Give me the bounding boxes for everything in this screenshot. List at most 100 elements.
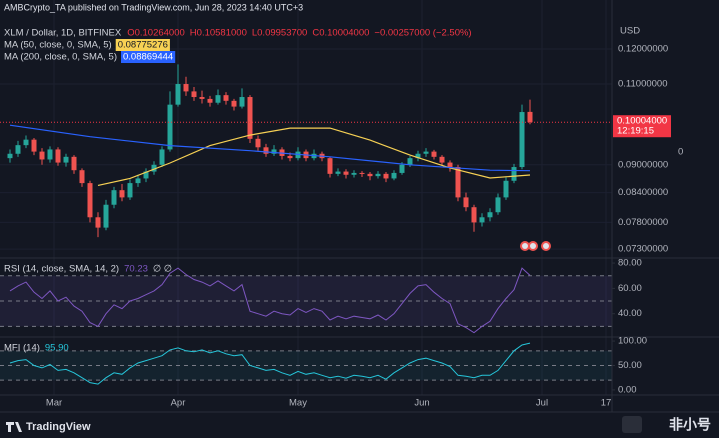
candle-body — [399, 164, 405, 173]
candle-body — [111, 190, 117, 205]
x-tick-label: May — [289, 398, 307, 409]
x-tick-label: Jun — [414, 398, 429, 409]
publish-note: AMBCrypto_TA published on TradingView.co… — [4, 2, 303, 12]
candle-body — [103, 204, 109, 228]
candle-body — [167, 104, 173, 150]
candle-body — [343, 171, 349, 175]
countdown: 12:19:15 — [617, 126, 654, 137]
y-tick-label: 100.00 — [618, 336, 647, 347]
legend-value: 70.23 — [124, 264, 148, 275]
legend-value-box — [121, 51, 176, 63]
moving-average — [9, 124, 531, 172]
candle-body — [159, 149, 165, 165]
candle-body — [431, 151, 437, 157]
candle-body — [199, 97, 205, 99]
plot — [0, 64, 612, 385]
candle-body — [415, 153, 421, 159]
legend-title: XLM / Dollar, 1D, BITFINEX — [4, 28, 122, 39]
candle-body — [183, 84, 189, 92]
candle-body — [367, 173, 373, 177]
y-tick-label: 0.07800000 — [618, 217, 668, 228]
x-tick-label: 17 — [601, 398, 612, 409]
candle-body — [143, 171, 149, 179]
candle-body — [151, 164, 157, 172]
candle-body — [39, 151, 45, 160]
candle-body — [495, 197, 501, 213]
candle-body — [391, 172, 397, 179]
candle-body — [87, 183, 93, 218]
candle-body — [407, 158, 413, 165]
candle-body — [119, 190, 125, 198]
candle-body — [439, 156, 445, 163]
y-tick-label: 80.00 — [618, 258, 642, 269]
legend-value: 95.90 — [45, 343, 69, 354]
brand-logo — [6, 422, 22, 432]
legend-series: MA (200, close, 0, SMA, 5) — [4, 52, 117, 63]
candle-body — [47, 149, 53, 160]
candle-body — [191, 91, 197, 98]
indicator-line — [9, 342, 531, 385]
legend-value: 0.08775276 — [118, 40, 168, 51]
x-tick-label: Mar — [46, 398, 62, 409]
legend-title: RSI (14, close, SMA, 14, 2) — [4, 264, 119, 275]
candle-body — [375, 173, 381, 177]
candle-body — [327, 158, 333, 174]
currency-label: USD — [620, 26, 640, 37]
candle-body — [71, 156, 77, 171]
candle-body — [487, 212, 493, 218]
legend-ohlc: O0.10264000 — [127, 28, 185, 39]
candle-body — [447, 162, 453, 168]
candle-body — [383, 173, 389, 179]
candle-body — [455, 167, 461, 198]
legend-ohlc: C0.10004000 — [312, 28, 369, 39]
candle-body — [31, 139, 37, 152]
candle-body — [287, 155, 293, 159]
candle-body — [223, 95, 229, 101]
last-price-box — [613, 115, 671, 138]
candle-body — [135, 178, 141, 184]
legend-value: 0.08869444 — [123, 52, 173, 63]
legend-ohlc: −0.00257000 (−2.50%) — [374, 28, 471, 39]
y-tick-label: 40.00 — [618, 308, 642, 319]
candle-body — [207, 98, 213, 103]
candle-body — [175, 84, 181, 105]
candle-body — [423, 151, 429, 154]
scale-marker: 0 — [678, 147, 683, 158]
candle-body — [55, 149, 61, 163]
candle-body — [247, 97, 253, 139]
candle-body — [127, 183, 133, 198]
candle-body — [271, 149, 277, 154]
y-tick-label: 0.09000000 — [618, 159, 668, 170]
y-tick-label: 0.08400000 — [618, 187, 668, 198]
candle-body — [263, 147, 269, 154]
candle-body — [471, 207, 477, 223]
y-tick-label: 0.12000000 — [618, 43, 668, 54]
candle-body — [231, 100, 237, 107]
candle-body — [351, 172, 357, 175]
last-price-label: 0.10004000 — [617, 116, 667, 127]
candle-body — [7, 153, 13, 159]
x-tick-label: Jul — [536, 398, 548, 409]
candle-body — [23, 139, 29, 146]
legend-series: MA (50, close, 0, SMA, 5) — [4, 40, 112, 51]
moving-average — [97, 127, 531, 186]
y-tick-label: 60.00 — [618, 283, 642, 294]
brand: TradingView — [26, 421, 91, 433]
candle-body — [503, 180, 509, 198]
candle-body — [511, 167, 517, 181]
legend-flags: ∅ ∅ — [153, 264, 172, 275]
legend-value-box — [115, 39, 170, 51]
y-tick-label: 0.11000000 — [618, 79, 668, 90]
watermark-logo — [622, 416, 642, 433]
candle-body — [63, 156, 69, 163]
candle-body — [79, 170, 85, 184]
legend-title: MFI (14) — [4, 343, 40, 354]
x-tick-label: Apr — [171, 398, 186, 409]
candle-body — [255, 138, 261, 148]
legend-ohlc: H0.10581000 — [190, 28, 247, 39]
y-tick-label: 50.00 — [618, 360, 642, 371]
candle-body — [519, 112, 525, 168]
